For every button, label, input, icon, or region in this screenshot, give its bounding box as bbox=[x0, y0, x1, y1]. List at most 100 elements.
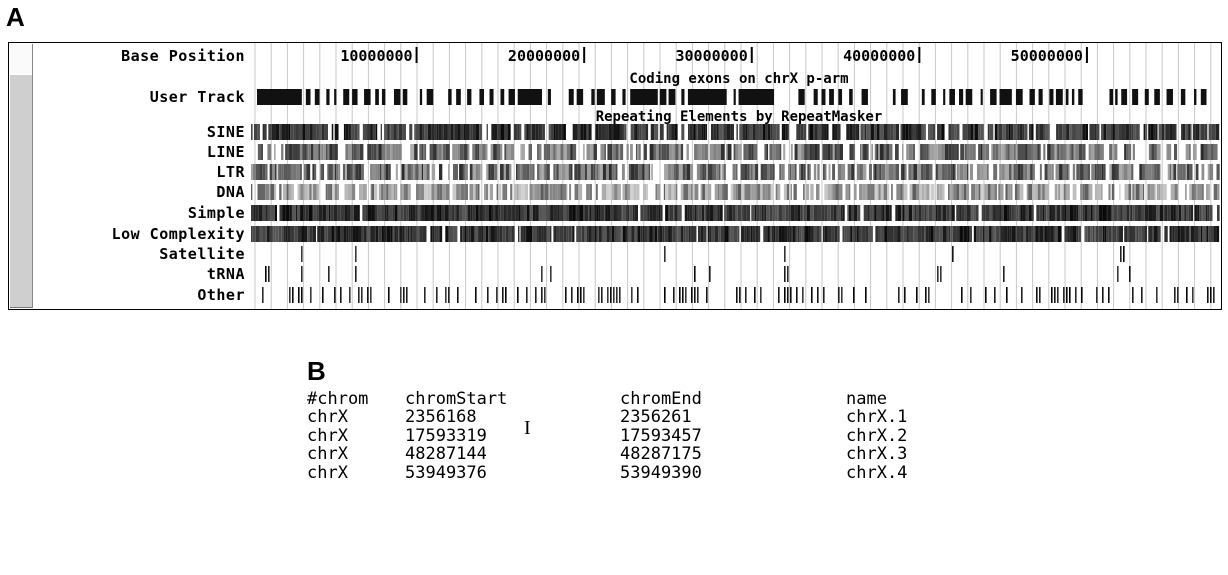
repeat-mark bbox=[826, 124, 829, 140]
repeat-mark bbox=[427, 124, 432, 140]
header-name: name bbox=[846, 389, 887, 409]
repeat-mark bbox=[956, 205, 960, 221]
repeat-mark bbox=[826, 144, 828, 160]
repeat-mark bbox=[1143, 124, 1146, 140]
repeat-mark bbox=[741, 184, 745, 200]
track-label-simple[interactable]: Simple bbox=[187, 204, 245, 222]
repeat-mark bbox=[668, 124, 672, 140]
repeat-mark bbox=[472, 205, 476, 221]
repeat-mark bbox=[649, 226, 653, 242]
repeat-mark bbox=[400, 184, 403, 200]
repeat-mark bbox=[880, 184, 884, 200]
repeat-mark bbox=[842, 205, 845, 221]
repeat-mark bbox=[431, 124, 435, 140]
repeat-mark bbox=[769, 144, 773, 160]
repeat-mark bbox=[480, 164, 483, 180]
repeat-mark bbox=[1003, 205, 1008, 221]
repeat-mark bbox=[388, 184, 392, 200]
repeat-mark bbox=[1194, 205, 1198, 221]
repeat-mark bbox=[778, 205, 783, 221]
repeat-mark bbox=[688, 184, 692, 200]
repeat-mark bbox=[1152, 144, 1155, 160]
repeat-mark bbox=[642, 184, 647, 200]
repeat-mark bbox=[1121, 164, 1125, 180]
repeat-mark bbox=[354, 124, 358, 140]
repeat-mark bbox=[649, 205, 653, 221]
track-canvas[interactable]: 10000000 20000000 30000000 40000000 50000000… bbox=[249, 43, 1221, 309]
exon-block bbox=[489, 89, 494, 105]
repeat-mark bbox=[763, 226, 765, 242]
repeat-mark bbox=[836, 144, 840, 160]
exon-block bbox=[393, 89, 401, 105]
repeat-mark bbox=[328, 164, 333, 180]
repeat-mark bbox=[1044, 124, 1049, 140]
base-position-label[interactable]: Base Position bbox=[121, 47, 245, 65]
repeat-mark bbox=[954, 124, 957, 140]
repeat-mark bbox=[505, 164, 510, 180]
repeat-mark bbox=[1001, 144, 1005, 160]
repeat-mark bbox=[457, 287, 459, 303]
exon-block bbox=[829, 89, 834, 105]
repeat-mark bbox=[444, 205, 449, 221]
repeat-mark bbox=[750, 226, 753, 242]
repeat-mark bbox=[637, 124, 640, 140]
vertical-scrollbar[interactable] bbox=[10, 44, 33, 308]
repeat-mark bbox=[1141, 164, 1145, 180]
repeat-mark bbox=[572, 124, 574, 140]
repeat-mark bbox=[721, 164, 724, 180]
track-label-line[interactable]: LINE bbox=[206, 143, 245, 161]
repeat-mark bbox=[691, 287, 693, 303]
repeat-mark bbox=[560, 144, 564, 160]
repeat-mark bbox=[921, 164, 924, 180]
exon-block bbox=[990, 89, 997, 105]
repeat-mark bbox=[1001, 205, 1004, 221]
track-label-trna[interactable]: tRNA bbox=[206, 265, 245, 283]
repeat-mark bbox=[1177, 226, 1181, 242]
track-label-dna[interactable]: DNA bbox=[216, 183, 245, 201]
repeat-mark bbox=[251, 124, 253, 140]
repeat-mark bbox=[1148, 205, 1153, 221]
repeat-mark bbox=[361, 164, 364, 180]
repeat-mark bbox=[1069, 205, 1074, 221]
repeat-mark bbox=[1169, 226, 1172, 242]
repeat-mark bbox=[663, 144, 667, 160]
repeat-mark bbox=[694, 226, 696, 242]
repeat-mark bbox=[1090, 184, 1093, 200]
repeat-mark bbox=[869, 226, 873, 242]
repeat-mark bbox=[1044, 205, 1047, 221]
repeat-mark bbox=[355, 226, 359, 242]
repeat-mark bbox=[630, 184, 634, 200]
repeat-mark bbox=[626, 144, 629, 160]
repeat-mark bbox=[859, 144, 862, 160]
user-track-label[interactable]: User Track bbox=[149, 88, 245, 106]
table-header-row: #chrom chromStart chromEnd name bbox=[307, 390, 887, 409]
repeat-mark bbox=[1018, 124, 1020, 140]
repeat-mark bbox=[366, 226, 371, 242]
repeat-mark bbox=[298, 144, 301, 160]
repeat-mark bbox=[925, 287, 927, 303]
repeat-mark bbox=[252, 226, 256, 242]
user-track-title: Coding exons on chrX p-arm bbox=[629, 71, 848, 87]
exon-block bbox=[426, 89, 434, 105]
repeat-mark bbox=[912, 184, 916, 200]
repeat-mark bbox=[1065, 184, 1070, 200]
track-label-satellite[interactable]: Satellite bbox=[159, 245, 245, 263]
repeat-mark bbox=[940, 124, 942, 140]
repeat-mark bbox=[406, 205, 409, 221]
repeat-mark bbox=[602, 164, 606, 180]
repeat-mark bbox=[827, 184, 831, 200]
repeat-mark bbox=[402, 124, 406, 140]
repeat-mark bbox=[322, 164, 325, 180]
repeat-mark bbox=[939, 226, 943, 242]
repeat-mark bbox=[999, 164, 1002, 180]
track-label-other[interactable]: Other bbox=[197, 286, 245, 304]
track-label-ltr[interactable]: LTR bbox=[216, 163, 245, 181]
repeat-mark bbox=[737, 184, 742, 200]
scrollbar-thumb[interactable] bbox=[10, 74, 32, 308]
track-label-sine[interactable]: SINE bbox=[206, 123, 245, 141]
repeat-mark bbox=[1085, 124, 1089, 140]
repeat-mark bbox=[547, 205, 551, 221]
repeat-mark bbox=[966, 184, 970, 200]
exon-block bbox=[456, 89, 461, 105]
track-label-low-complexity[interactable]: Low Complexity bbox=[111, 225, 245, 243]
